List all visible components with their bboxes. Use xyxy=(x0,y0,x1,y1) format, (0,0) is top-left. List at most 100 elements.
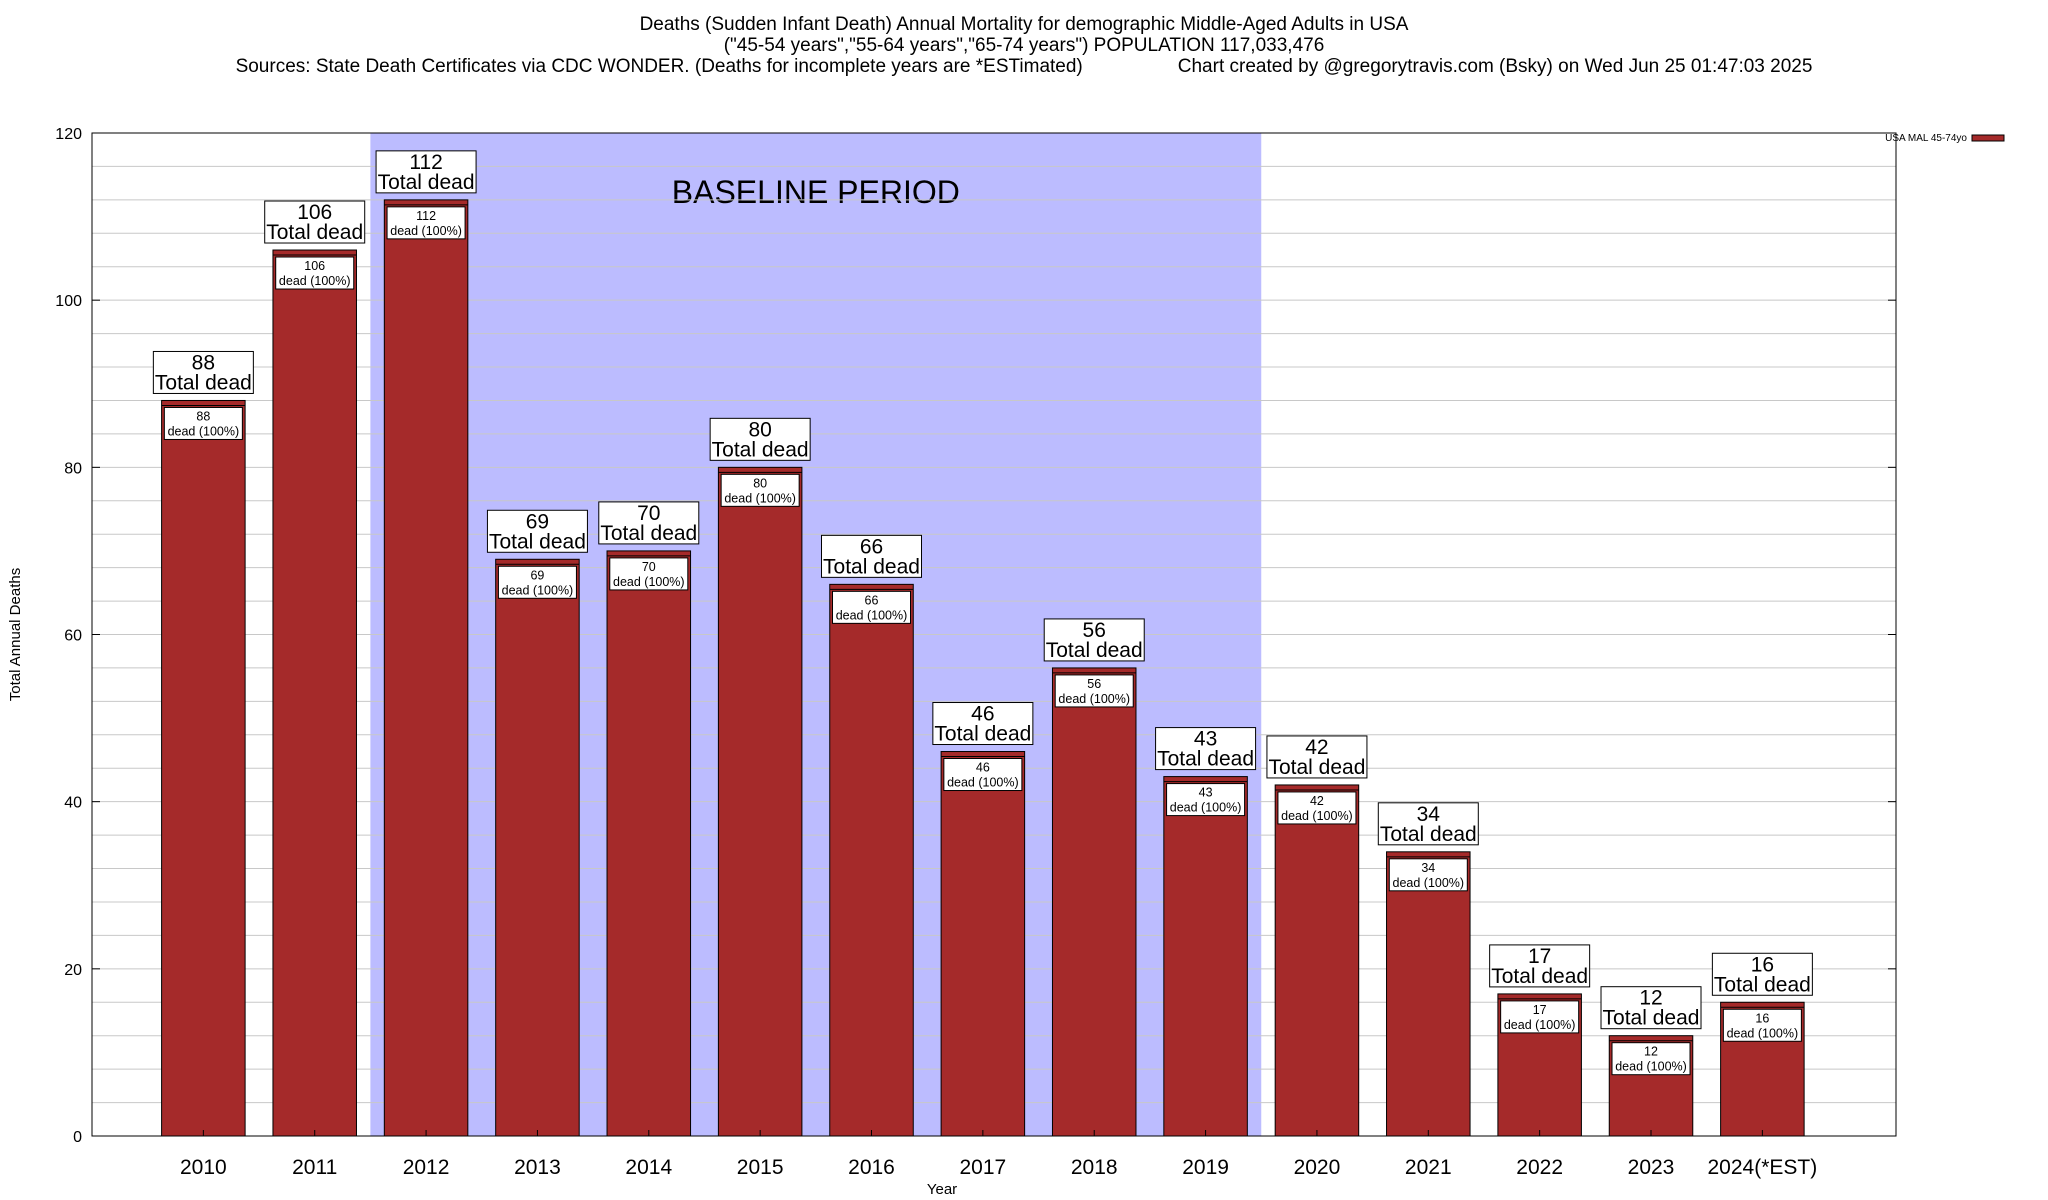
legend-swatch xyxy=(1971,134,2005,142)
y-tick-label-80: 80 xyxy=(64,460,82,477)
total-dead-label: Total dead xyxy=(934,723,1031,746)
inner-percent-label: dead (100%) xyxy=(1727,1026,1799,1040)
y-tick-label-20: 20 xyxy=(64,962,82,979)
inner-label-box xyxy=(497,565,577,599)
inner-value-label: 88 xyxy=(196,409,210,423)
total-value-label: 16 xyxy=(1751,953,1774,976)
inner-value-label: 56 xyxy=(1087,677,1101,691)
inner-percent-label: dead (100%) xyxy=(613,575,685,589)
total-label-box xyxy=(1377,802,1479,846)
total-dead-label: Total dead xyxy=(155,371,252,394)
total-dead-label: Total dead xyxy=(378,171,475,194)
inner-label-box xyxy=(386,206,466,240)
total-value-label: 43 xyxy=(1194,728,1217,751)
inner-label-box xyxy=(275,256,355,290)
inner-label-box xyxy=(943,758,1023,792)
bar-2015 xyxy=(717,466,803,1137)
x-tick-label-2017: 2017 xyxy=(960,1156,1007,1179)
bar-2012 xyxy=(383,199,469,1137)
y-tick-label-40: 40 xyxy=(64,795,82,812)
inner-percent-label: dead (100%) xyxy=(390,224,462,238)
total-label-box xyxy=(486,509,588,553)
total-label-box xyxy=(264,200,366,244)
total-label-box xyxy=(1266,735,1368,779)
baseline-period-label: BASELINE PERIOD xyxy=(672,174,960,210)
y-tick-label-120: 120 xyxy=(55,126,82,143)
inner-value-label: 34 xyxy=(1421,861,1435,875)
total-value-label: 106 xyxy=(297,201,332,224)
total-value-label: 12 xyxy=(1639,987,1662,1010)
total-value-label: 17 xyxy=(1528,945,1551,968)
inner-value-label: 66 xyxy=(865,593,879,607)
total-dead-label: Total dead xyxy=(1268,756,1365,779)
x-tick-label-2016: 2016 xyxy=(848,1156,895,1179)
chart-sources-line: Sources: State Death Certificates via CD… xyxy=(0,56,2048,77)
inner-label-box xyxy=(720,473,800,507)
inner-label-box xyxy=(1500,1000,1580,1034)
bar-2021 xyxy=(1386,851,1471,1137)
bar-2011 xyxy=(272,249,357,1137)
inner-percent-label: dead (100%) xyxy=(279,274,351,288)
bar-2010 xyxy=(161,399,246,1137)
inner-percent-label: dead (100%) xyxy=(724,491,796,505)
total-dead-label: Total dead xyxy=(266,221,363,244)
bar-2017 xyxy=(940,751,1026,1137)
total-label-box xyxy=(1600,986,1702,1030)
total-label-box xyxy=(709,417,811,461)
x-tick-label-2018: 2018 xyxy=(1071,1156,1118,1179)
total-value-label: 34 xyxy=(1417,803,1441,826)
x-tick-label-2010: 2010 xyxy=(180,1156,227,1179)
total-label-box xyxy=(1711,952,1813,996)
total-value-label: 42 xyxy=(1305,736,1328,759)
x-tick-label-2011: 2011 xyxy=(292,1156,337,1179)
inner-value-label: 106 xyxy=(304,259,325,273)
x-tick-label-2015: 2015 xyxy=(737,1156,784,1179)
total-value-label: 112 xyxy=(409,151,442,174)
total-value-label: 88 xyxy=(192,351,215,374)
chart-title: Deaths (Sudden Infant Death) Annual Mort… xyxy=(639,14,1409,35)
chart-sources: Sources: State Death Certificates via CD… xyxy=(235,56,1083,77)
y-axis-title: Total Annual Deaths xyxy=(7,568,24,701)
x-tick-label-2013: 2013 xyxy=(514,1156,561,1179)
y-tick-label-0: 0 xyxy=(73,1129,82,1146)
bar-2019 xyxy=(1163,776,1248,1137)
total-label-box xyxy=(932,702,1034,746)
inner-value-label: 112 xyxy=(416,209,436,223)
inner-label-box xyxy=(1388,858,1468,892)
total-dead-label: Total dead xyxy=(1046,639,1143,662)
inner-label-box xyxy=(1277,791,1357,825)
inner-percent-label: dead (100%) xyxy=(1281,809,1353,823)
inner-label-box xyxy=(1611,1042,1691,1076)
inner-value-label: 17 xyxy=(1533,1003,1547,1017)
x-tick-label-2019: 2019 xyxy=(1182,1156,1229,1179)
inner-value-label: 16 xyxy=(1755,1011,1769,1025)
x-tick-label-2021: 2021 xyxy=(1405,1156,1452,1179)
inner-percent-label: dead (100%) xyxy=(168,424,240,438)
inner-percent-label: dead (100%) xyxy=(947,776,1019,790)
total-label-box xyxy=(375,150,477,194)
inner-label-box xyxy=(163,406,243,440)
x-axis-title: Year xyxy=(927,1181,957,1198)
chart-titles: Deaths (Sudden Infant Death) Annual Mort… xyxy=(0,14,2048,77)
total-dead-label: Total dead xyxy=(1714,973,1811,996)
total-value-label: 70 xyxy=(637,502,660,525)
total-dead-label: Total dead xyxy=(712,438,809,461)
x-tick-label-2020: 2020 xyxy=(1294,1156,1341,1179)
inner-percent-label: dead (100%) xyxy=(1170,801,1242,815)
total-label-box xyxy=(152,350,254,394)
total-label-box xyxy=(1489,944,1591,988)
total-value-label: 56 xyxy=(1083,619,1106,642)
inner-percent-label: dead (100%) xyxy=(1393,876,1465,890)
bar-2013 xyxy=(495,558,580,1137)
total-value-label: 46 xyxy=(971,703,994,726)
total-label-box xyxy=(598,501,700,545)
inner-label-box xyxy=(609,557,689,591)
inner-percent-label: dead (100%) xyxy=(502,583,574,597)
inner-percent-label: dead (100%) xyxy=(1615,1060,1687,1074)
total-label-box xyxy=(1043,618,1145,662)
total-label-box xyxy=(821,534,923,578)
y-tick-label-60: 60 xyxy=(64,628,82,645)
total-value-label: 66 xyxy=(860,535,883,558)
inner-label-box xyxy=(1166,783,1246,817)
